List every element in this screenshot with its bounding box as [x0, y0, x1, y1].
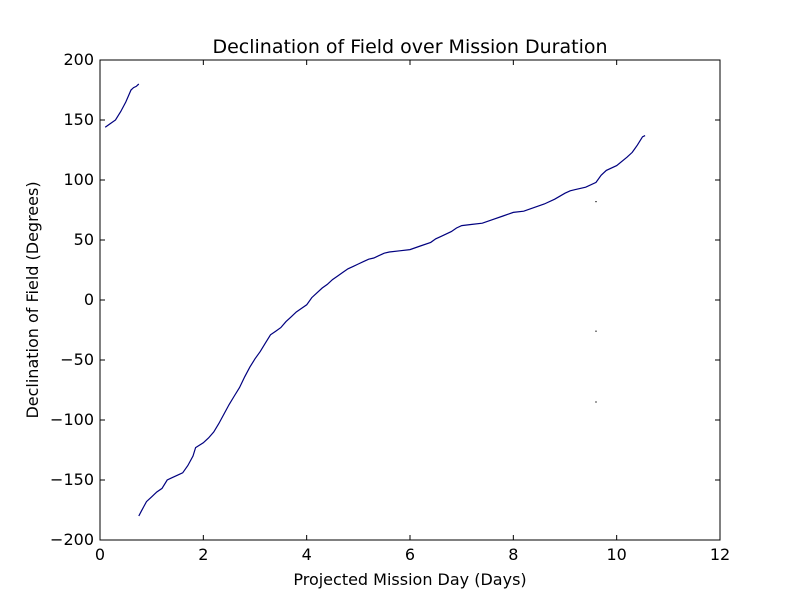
outlier-point	[595, 330, 597, 332]
outlier-point	[595, 401, 597, 403]
x-tick-label: 6	[405, 545, 415, 564]
x-tick-label: 10	[606, 545, 626, 564]
y-tick-label: −150	[50, 470, 94, 489]
y-tick-label: 0	[84, 290, 94, 309]
y-tick-label: −100	[50, 410, 94, 429]
plot-area	[99, 59, 721, 541]
x-tick-label: 12	[710, 545, 730, 564]
x-tick-label: 8	[508, 545, 518, 564]
series-line-segment	[138, 135, 646, 517]
y-tick-label: 150	[63, 110, 94, 129]
y-tick-label: 50	[74, 230, 94, 249]
x-tick-label: 2	[198, 545, 208, 564]
x-tick-label: 0	[95, 545, 105, 564]
chart-title: Declination of Field over Mission Durati…	[212, 36, 607, 58]
x-tick-label: 4	[302, 545, 312, 564]
series-line-segment	[104, 83, 140, 128]
y-tick-label: 200	[63, 50, 94, 69]
y-tick-label: −200	[50, 530, 94, 549]
plot-frame	[99, 59, 721, 541]
y-tick-label: 100	[63, 170, 94, 189]
y-tick-label: −50	[60, 350, 94, 369]
x-axis-label: Projected Mission Day (Days)	[293, 570, 526, 589]
outlier-point	[595, 201, 597, 203]
data-layer	[104, 83, 646, 517]
tick-layer: 0 2 4 6 8 10 12 −200 −150 −100 −50 0 50 100 150 200	[50, 50, 730, 564]
y-axis-label: Declination of Field (Degrees)	[23, 181, 42, 418]
